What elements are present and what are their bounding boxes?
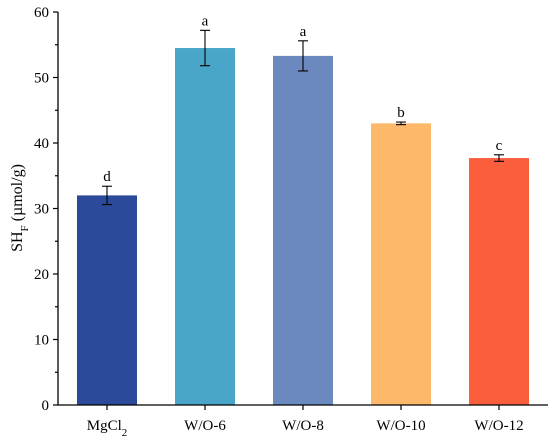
y-ticks: 0 10 20 30 40 50 60 — [34, 5, 500, 414]
bar-4 — [469, 158, 529, 405]
y-tick-label-5: 50 — [34, 71, 49, 87]
y-tick-label-1: 10 — [34, 333, 49, 349]
y-axis-title: SHF (µmol/g) — [9, 164, 31, 252]
x-tick-label-0: MgCl2 — [87, 418, 128, 439]
y-tick-label-0: 0 — [42, 398, 50, 414]
bar-0 — [77, 195, 137, 405]
bar-2 — [273, 55, 333, 405]
x-tick-label-1: W/O-6 — [184, 418, 226, 434]
bars-layer — [77, 48, 529, 406]
significance-labels: d a a b c — [103, 13, 502, 185]
error-bars-layer — [102, 29, 504, 206]
significance-label-0: d — [103, 169, 111, 185]
y-tick-label-2: 20 — [34, 267, 49, 283]
bar-3 — [371, 123, 431, 405]
y-tick-label-3: 30 — [34, 202, 49, 218]
significance-label-1: a — [202, 13, 209, 29]
x-tick-label-4: W/O-12 — [474, 418, 523, 434]
x-tick-label-3: W/O-10 — [376, 418, 425, 434]
x-tick-label-2: W/O-8 — [282, 418, 324, 434]
bar-1 — [175, 48, 235, 406]
significance-label-3: b — [397, 105, 405, 121]
y-tick-label-4: 40 — [34, 136, 49, 152]
y-tick-label-6: 60 — [34, 5, 49, 21]
significance-label-4: c — [496, 138, 503, 154]
significance-label-2: a — [300, 24, 307, 40]
x-tick-labels: MgCl2 W/O-6 W/O-8 W/O-10 W/O-12 — [87, 418, 524, 439]
